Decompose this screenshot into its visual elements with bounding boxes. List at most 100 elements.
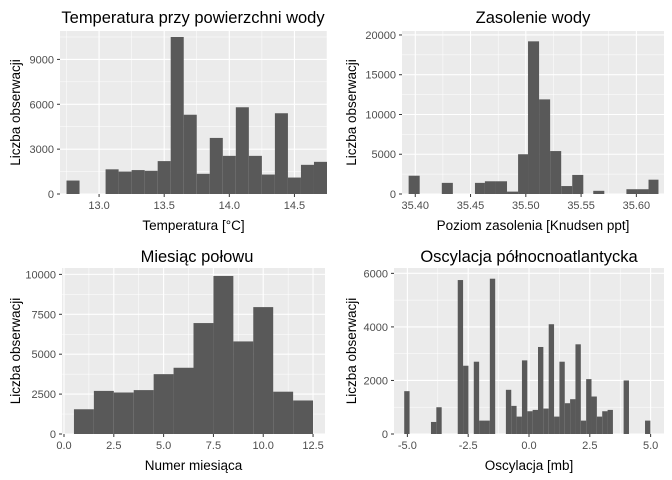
histogram-bar [528, 41, 540, 195]
y-tick-label: 4000 [364, 322, 388, 334]
x-tick-label: 35.50 [512, 200, 540, 212]
histogram-bar [118, 171, 132, 194]
histogram-bar [484, 181, 496, 194]
histogram-bar [473, 361, 480, 434]
x-tick-label: 12.5 [302, 440, 323, 452]
histogram-bar [261, 174, 275, 194]
histogram-bar [73, 409, 94, 434]
x-tick-label: 13.5 [153, 200, 174, 212]
y-tick-label: 5000 [372, 149, 396, 161]
histogram-bar [441, 182, 453, 194]
panel-4: -5.0 -2.5 0.0 2.5 5.0 0 2000 4000 6000 Oscylacja … [344, 248, 664, 473]
y-tick-label: 9000 [30, 54, 54, 66]
x-tick-label: 14.5 [284, 200, 305, 212]
histogram-bar [521, 360, 528, 434]
x-tick-label: 2.5 [582, 440, 597, 452]
histogram-bar [539, 99, 551, 194]
histogram-bar [648, 179, 659, 194]
histogram-bar [93, 390, 114, 434]
x-tick-label: 35.40 [402, 200, 430, 212]
histogram-bar [637, 189, 649, 194]
histogram-bar [516, 416, 522, 434]
y-tick-label: 0 [390, 189, 396, 201]
histogram-bar [430, 421, 437, 434]
x-axis-title: Poziom zasolenia [Knudsen ppt] [437, 218, 630, 233]
histogram-bar [591, 396, 597, 434]
x-tick-label: 0.0 [56, 440, 71, 452]
histogram-bar [113, 392, 134, 434]
x-tick-label: 35.60 [623, 200, 651, 212]
histogram-bar [213, 275, 234, 434]
y-tick-label: 0 [382, 429, 388, 441]
histogram-bar [66, 180, 80, 194]
y-axis-title: Liczba obserwacji [8, 298, 23, 405]
panel-title: Temperatura przy powierzchni wody [61, 9, 325, 27]
histogram-bar [157, 161, 171, 194]
x-tick-label: 5.0 [643, 440, 658, 452]
histogram-bar [580, 420, 587, 434]
histogram-bar [193, 323, 214, 434]
x-tick-label: -5.0 [398, 440, 417, 452]
histogram-bar [596, 416, 603, 434]
histogram-bar [479, 420, 485, 434]
histogram-bar [527, 411, 533, 434]
histogram-bar [105, 169, 119, 194]
histogram-bar [564, 403, 571, 434]
x-tick-label: 7.5 [206, 440, 221, 452]
x-tick-label: 35.45 [457, 200, 485, 212]
panel-3: 0.0 2.5 5.0 7.5 10.0 12.5 0 2500 5000 7500 10000 Mi… [8, 248, 325, 473]
histogram-bar [233, 341, 254, 434]
histogram-bar [144, 170, 158, 194]
histogram-bar [507, 191, 519, 194]
histogram-bar [293, 400, 314, 434]
y-tick-label: 2000 [364, 375, 388, 387]
panel-title: Miesiąc połowu [141, 248, 254, 266]
histogram-bar [436, 407, 442, 434]
histogram-bar [550, 151, 562, 194]
x-tick-label: 13.0 [88, 200, 109, 212]
histogram-bar [183, 114, 197, 194]
x-tick-label: 0.0 [521, 440, 536, 452]
histogram-bar [602, 411, 608, 434]
panel-2: 35.40 35.45 35.50 35.55 35.60 0 5000 10000 15000… [344, 9, 664, 233]
histogram-bar [586, 379, 592, 434]
y-axis-title: Liczba obserwacji [344, 59, 359, 166]
histogram-bar [489, 278, 496, 434]
x-tick-label: 35.55 [567, 200, 595, 212]
histogram-bar [408, 175, 420, 194]
y-tick-label: 2500 [32, 389, 56, 401]
histogram-bar [484, 420, 490, 434]
histogram-bar [196, 173, 210, 194]
histogram-bar [173, 367, 194, 434]
histogram-bar [623, 380, 629, 434]
x-axis-title: Numer miesiąca [145, 458, 243, 473]
panel-title: Zasolenie wody [476, 9, 591, 27]
histogram-bar [575, 344, 581, 434]
x-tick-label: 2.5 [106, 440, 121, 452]
histogram-bar [518, 154, 529, 194]
panel-1: 13.0 13.5 14.0 14.5 0 3000 6000 9000 Temperatura… [8, 9, 328, 233]
histogram-bar [300, 164, 314, 194]
y-tick-label: 0 [48, 189, 54, 201]
histogram-bar [248, 155, 262, 194]
histogram-bar [554, 416, 560, 434]
histogram-bar [170, 36, 184, 194]
histogram-bar [505, 389, 512, 434]
y-axis-title: Liczba obserwacji [8, 59, 23, 166]
histogram-bar [570, 399, 576, 434]
histogram-bar [463, 365, 469, 434]
histogram-bar [131, 170, 145, 194]
histogram-bar [559, 361, 565, 434]
histogram-bar [572, 174, 584, 194]
y-tick-label: 3000 [30, 144, 54, 156]
histogram-bar [404, 391, 410, 434]
histogram-bar [626, 189, 638, 194]
y-tick-label: 5000 [32, 349, 56, 361]
y-tick-label: 15000 [365, 70, 396, 82]
histogram-bar [532, 409, 538, 434]
histogram-bar [495, 181, 508, 194]
histogram-bar [474, 182, 485, 194]
y-tick-label: 20000 [365, 30, 396, 42]
x-axis-title: Oscylacja [mb] [485, 458, 574, 473]
